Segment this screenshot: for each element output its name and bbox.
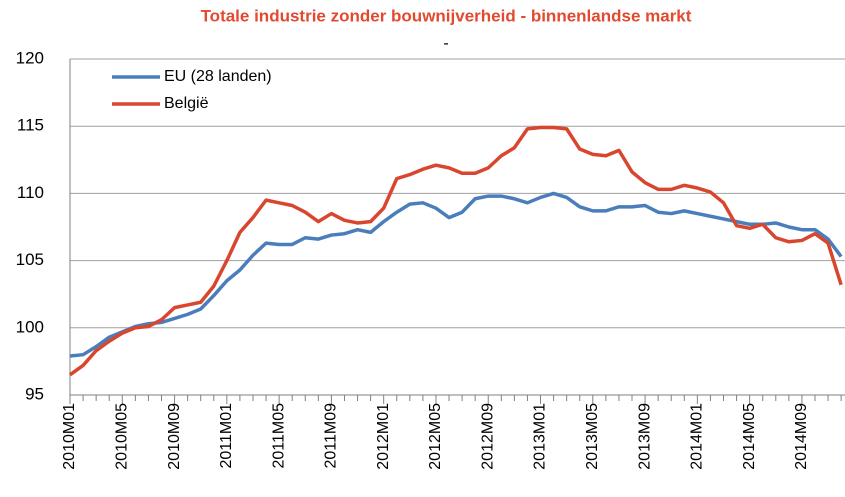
- x-tick-label: 2011M05: [270, 403, 287, 469]
- y-tick-label: 110: [17, 183, 44, 202]
- x-tick-label: 2010M09: [166, 403, 183, 470]
- x-tick-label: 2014M05: [741, 403, 758, 470]
- series-line: [68, 125, 843, 377]
- y-tick-label: 100: [16, 317, 44, 336]
- y-tick-label: 105: [16, 250, 44, 269]
- y-tick-label: 115: [17, 116, 44, 135]
- x-tick-label: 2013M01: [532, 403, 549, 470]
- y-tick-label: 120: [16, 48, 44, 67]
- x-tick-label: 2014M01: [689, 403, 706, 470]
- x-tick-label: 2013M09: [636, 403, 653, 470]
- y-tick-label: 95: [25, 384, 44, 403]
- x-tick-label: 2010M05: [113, 403, 130, 470]
- x-tick-label: 2012M09: [479, 403, 496, 470]
- x-tick-label: 2011M01: [218, 403, 235, 469]
- x-tick-label: 2012M01: [375, 403, 392, 470]
- x-tick-label: 2012M05: [427, 403, 444, 470]
- x-tick-label: 2014M09: [793, 403, 810, 470]
- series-line: [69, 191, 843, 358]
- x-tick-label: 2011M09: [323, 403, 340, 469]
- chart-title: Totale industrie zonder bouwnijverheid -…: [201, 6, 692, 25]
- x-tick-label: 2010M01: [61, 403, 78, 470]
- legend-label: België: [164, 95, 209, 112]
- chart-subtitle: -: [443, 35, 448, 52]
- x-tick-label: 2013M05: [584, 403, 601, 470]
- legend-label: EU (28 landen): [164, 68, 272, 85]
